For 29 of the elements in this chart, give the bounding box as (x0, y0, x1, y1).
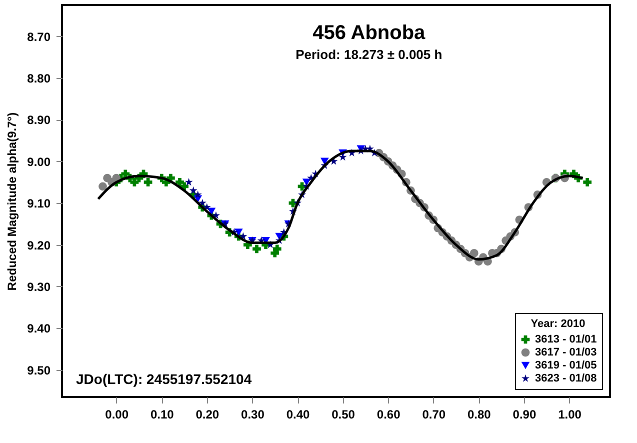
legend-label: 3623 - 01/08 (535, 372, 597, 384)
text: Period: 18.273 ± 0.005 h (296, 47, 442, 62)
x-tick-label: 0.70 (422, 408, 446, 422)
y-tick-label: 9.10 (27, 196, 51, 211)
y-tick-label: 8.90 (27, 113, 51, 128)
x-tick-label: 0.10 (150, 408, 174, 422)
legend-label: 3613 - 01/01 (535, 334, 597, 346)
legend-label: 3617 - 01/03 (535, 346, 597, 358)
x-tick-label: 0.50 (332, 408, 356, 422)
x-tick-label: 0.60 (376, 408, 401, 422)
x-tick-label: 0.20 (196, 408, 220, 422)
y-tick-label: 8.80 (27, 71, 51, 86)
x-tick-label: 1.00 (558, 408, 582, 422)
text: 456 Abnoba (312, 22, 426, 44)
x-tick-label: 0.00 (105, 408, 129, 422)
y-tick-label: 9.00 (27, 154, 51, 169)
x-tick-label: 0.30 (241, 408, 265, 422)
y-axis-title: Reduced Magnitude alpha(9.7°) (5, 112, 20, 291)
y-tick-label: 9.20 (27, 238, 51, 252)
x-tick-label: 0.40 (286, 408, 310, 422)
x-tick-label: 0.80 (467, 408, 492, 422)
x-tick-label: 0.90 (512, 408, 536, 422)
annotation: JDo(LTC): 2455197.552104 (76, 371, 252, 387)
y-tick-label: 8.70 (27, 30, 51, 44)
legend-title: Year: 2010 (530, 318, 586, 330)
legend-label: 3619 - 01/05 (535, 360, 597, 372)
y-tick-label: 9.30 (27, 280, 51, 294)
y-tick-label: 9.50 (27, 363, 51, 378)
y-tick-label: 9.40 (27, 322, 51, 336)
